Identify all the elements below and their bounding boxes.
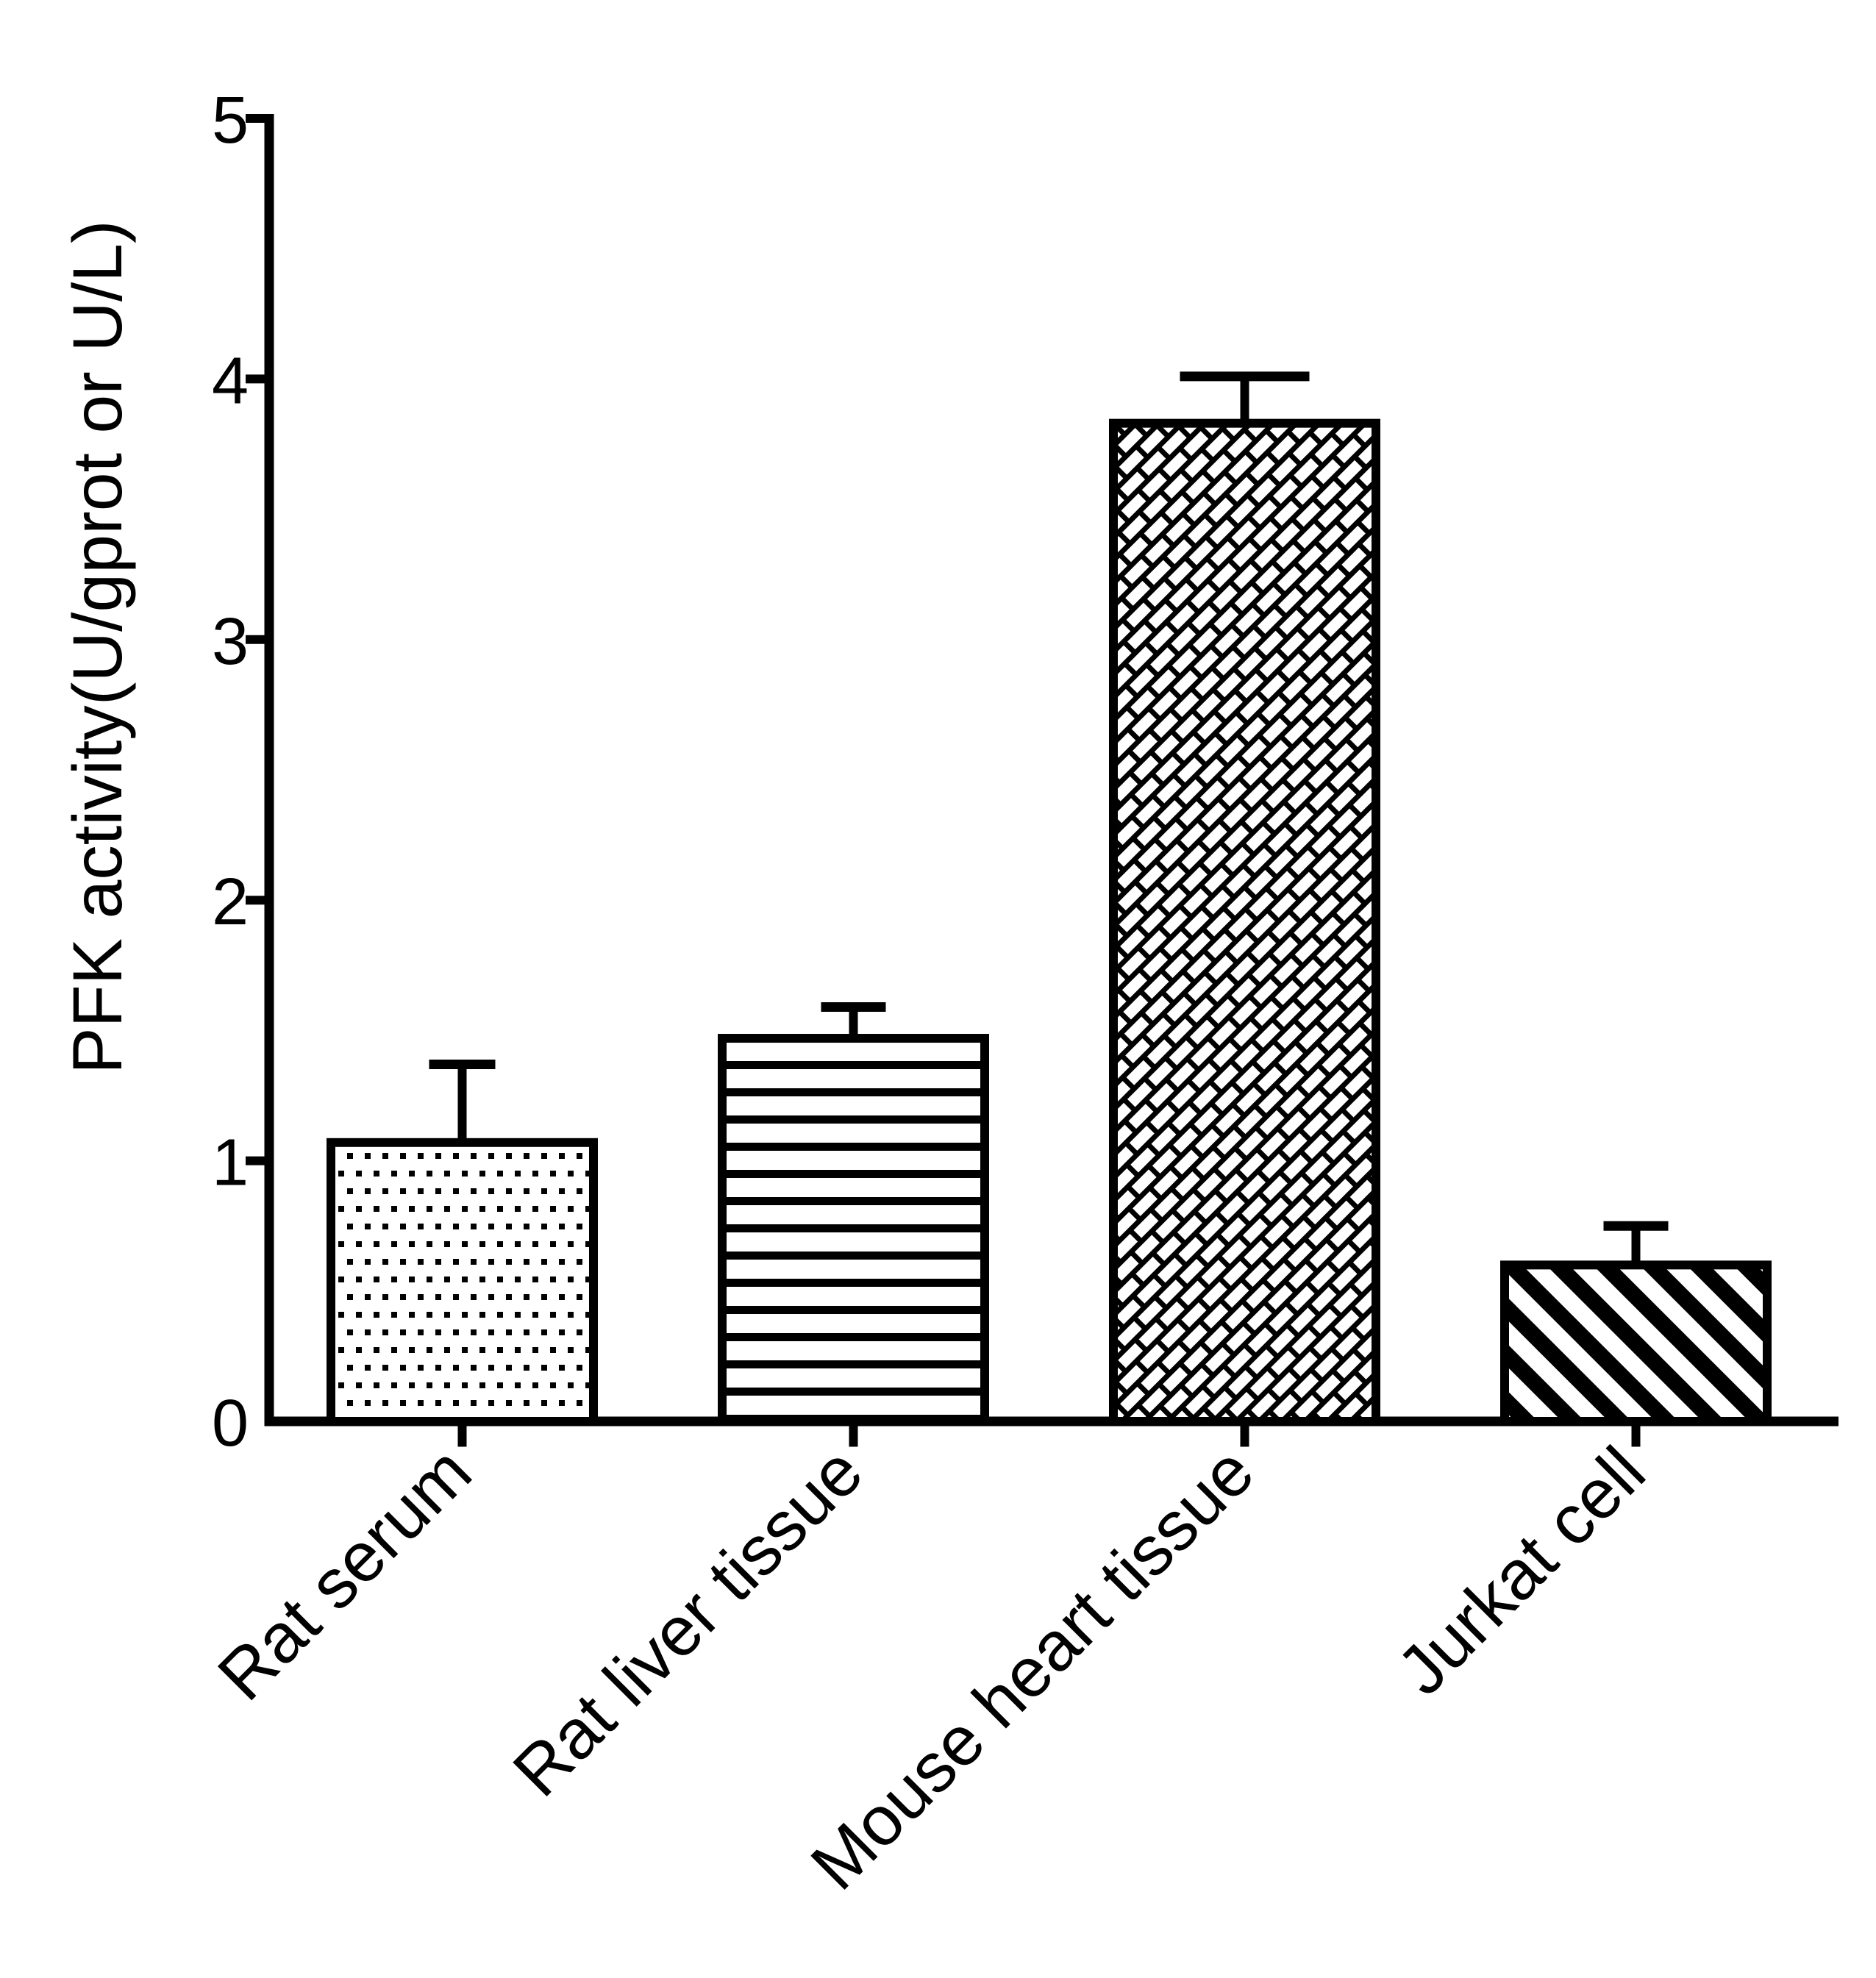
y-tick-label: 3 [212, 605, 249, 679]
bar-pattern-fill [331, 1142, 593, 1421]
x-category-label: Mouse heart tissue [796, 1432, 1269, 1905]
y-axis-ticks [246, 114, 269, 1165]
y-tick-label: 0 [212, 1387, 249, 1460]
x-category-label: Jurkat cell [1383, 1432, 1660, 1710]
bar-pattern-fill [1113, 423, 1376, 1422]
bar-pattern-fill [1505, 1265, 1767, 1421]
bars-group [327, 418, 1772, 1427]
y-axis-tick-labels: 0 1 2 3 4 5 [212, 84, 249, 1460]
error-bars-group [429, 371, 1669, 1265]
y-tick-label: 5 [212, 84, 249, 157]
x-category-label: Rat liver tissue [499, 1432, 877, 1811]
y-tick-label: 2 [212, 865, 249, 939]
y-tick-label: 4 [212, 344, 249, 418]
bar-pattern-fill [722, 1038, 985, 1421]
x-category-label: Rat serum [204, 1432, 487, 1715]
y-tick-label: 1 [212, 1127, 249, 1200]
x-axis-ticks [457, 1426, 1641, 1447]
y-axis-title: PFK activity(U/gprot or U/L) [59, 220, 137, 1074]
